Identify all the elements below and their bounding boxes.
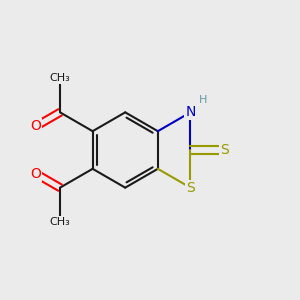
Text: N: N <box>185 105 196 119</box>
Text: H: H <box>199 95 208 106</box>
Text: O: O <box>30 119 41 134</box>
Text: CH₃: CH₃ <box>50 217 70 226</box>
Text: S: S <box>186 181 195 195</box>
Text: CH₃: CH₃ <box>50 74 70 83</box>
Text: S: S <box>220 143 229 157</box>
Text: O: O <box>30 167 41 181</box>
